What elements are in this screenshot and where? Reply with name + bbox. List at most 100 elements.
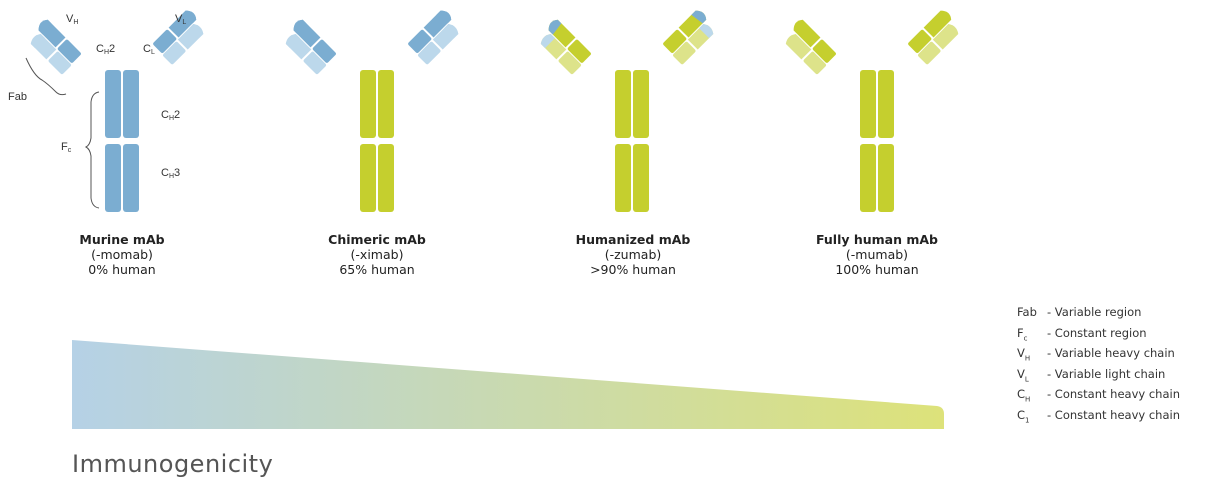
vl-cdr-tip <box>189 24 204 39</box>
ch2-domain-left <box>360 70 376 138</box>
vh-cdr-tip <box>181 10 197 24</box>
fab-arm-left <box>285 19 336 75</box>
vh-cdr-tip <box>548 19 562 35</box>
legend-text: - Constant region <box>1047 325 1147 340</box>
immunogenicity-label: Immunogenicity <box>72 450 274 478</box>
cl-domain <box>303 51 327 75</box>
legend-row: C1 - Constant heavy chain <box>1017 408 1180 429</box>
ch3-domain-left <box>615 144 631 212</box>
fab-arm-left <box>30 19 81 75</box>
vh-cdr-tip <box>436 10 452 24</box>
murine-domain-labels: VH VL CH2 CL Fab Fc CH2 CH3 <box>8 13 186 209</box>
legend-abbr: VL <box>1017 366 1029 384</box>
vh-domain <box>923 10 952 38</box>
legend-text: - Variable region <box>1047 305 1142 319</box>
ch1-domain <box>663 29 687 53</box>
antibody-murine <box>30 10 204 212</box>
caption-human: Fully human mAb (-mumab) 100% human <box>777 232 977 277</box>
caption-human: 65% human <box>339 262 415 277</box>
vl-cdr-tip <box>540 33 555 49</box>
legend-abbr: Fc <box>1017 325 1028 342</box>
legend-row: Fc - Constant region <box>1017 326 1180 347</box>
fab-arm-right <box>908 10 959 65</box>
vl-domain <box>785 33 812 60</box>
caption-title: Murine mAb <box>79 232 165 247</box>
legend: Fab - Variable region Fc - Constant region V… <box>1017 305 1180 429</box>
ch3-domain-right <box>633 144 649 212</box>
cl-domain <box>558 51 582 75</box>
fab-arm-left <box>785 19 836 75</box>
vh-label: VH <box>66 13 78 26</box>
ch1-domain <box>812 39 836 63</box>
antibody-human <box>785 10 959 212</box>
cl-domain <box>918 41 941 65</box>
fab-arm-right <box>663 10 714 65</box>
antibody-group <box>30 10 959 212</box>
fc-label: Fc <box>61 141 72 154</box>
ch2-domain-left <box>105 70 121 138</box>
fab-label: Fab <box>8 91 27 103</box>
ch1-domain <box>908 29 932 53</box>
legend-row: VL - Variable light chain <box>1017 367 1180 388</box>
fab-arm-right <box>408 10 459 65</box>
legend-abbr: VH <box>1017 346 1031 363</box>
ch2-domain-right <box>123 70 139 138</box>
legend-text: - Variable light chain <box>1047 366 1166 381</box>
cl-label: CL <box>143 43 155 56</box>
caption-suffix: (-ximab) <box>350 247 404 262</box>
antibody-chimeric <box>285 10 459 212</box>
legend-row: Fab - Variable region <box>1017 305 1180 326</box>
caption-suffix: (-zumab) <box>604 247 662 262</box>
legend-text: - Constant heavy chain <box>1047 407 1180 422</box>
ch1-domain <box>57 39 81 63</box>
caption-human: 0% human <box>88 262 156 277</box>
caption-murine: Murine mAb (-momab) 0% human <box>22 232 222 277</box>
vh-cdr-tip <box>38 19 52 35</box>
legend-abbr: CH <box>1017 387 1031 404</box>
cl-domain <box>418 41 441 65</box>
cl-domain <box>48 51 72 75</box>
ch3-label: CH3 <box>161 167 180 180</box>
ch2-domain-right <box>633 70 649 138</box>
ch3-domain-right <box>123 144 139 212</box>
fab-brace <box>25 57 67 96</box>
ch2-domain-left <box>615 70 631 138</box>
caption-humanized: Humanized mAb (-zumab) >90% human <box>533 232 733 277</box>
fab-arm-right <box>153 10 204 65</box>
caption-title: Chimeric mAb <box>328 232 426 247</box>
cl-domain <box>163 41 186 65</box>
ch3-domain-right <box>878 144 894 212</box>
ch2-domain-left <box>860 70 876 138</box>
caption-human: 100% human <box>835 262 919 277</box>
vl-label: VL <box>175 13 186 26</box>
vl-cdr-tip <box>285 33 300 49</box>
cl-domain <box>673 41 696 65</box>
caption-chimeric: Chimeric mAb (-ximab) 65% human <box>277 232 477 277</box>
ch2-domain-right <box>378 70 394 138</box>
ch1-domain <box>153 29 177 53</box>
ch3-domain-right <box>378 144 394 212</box>
ch2-label: CH2 <box>161 109 180 122</box>
legend-abbr: C1 <box>1017 407 1030 425</box>
ch2-domain-right <box>878 70 894 138</box>
fab-arm-left <box>540 19 591 75</box>
cl-domain <box>803 51 827 75</box>
antibody-humanized <box>540 10 714 212</box>
fc-brace <box>84 91 100 209</box>
ch1-domain <box>312 39 336 63</box>
vh-domain <box>793 19 821 48</box>
ch3-domain-left <box>360 144 376 212</box>
vl-cdr-tip <box>30 33 45 49</box>
legend-abbr: Fab <box>1017 305 1037 319</box>
caption-title: Humanized mAb <box>575 232 691 247</box>
caption-suffix: (-mumab) <box>845 247 909 262</box>
immunogenicity-gradient-bar <box>72 340 944 429</box>
legend-text: - Variable heavy chain <box>1047 346 1175 361</box>
ch2-arm-label: CH2 <box>96 43 115 56</box>
caption-suffix: (-momab) <box>91 247 153 262</box>
legend-row: VH - Variable heavy chain <box>1017 346 1180 367</box>
vl-cdr-tip <box>699 24 714 39</box>
vl-domain <box>932 24 959 50</box>
vl-cdr-tip <box>444 24 459 39</box>
ch3-domain-left <box>860 144 876 212</box>
